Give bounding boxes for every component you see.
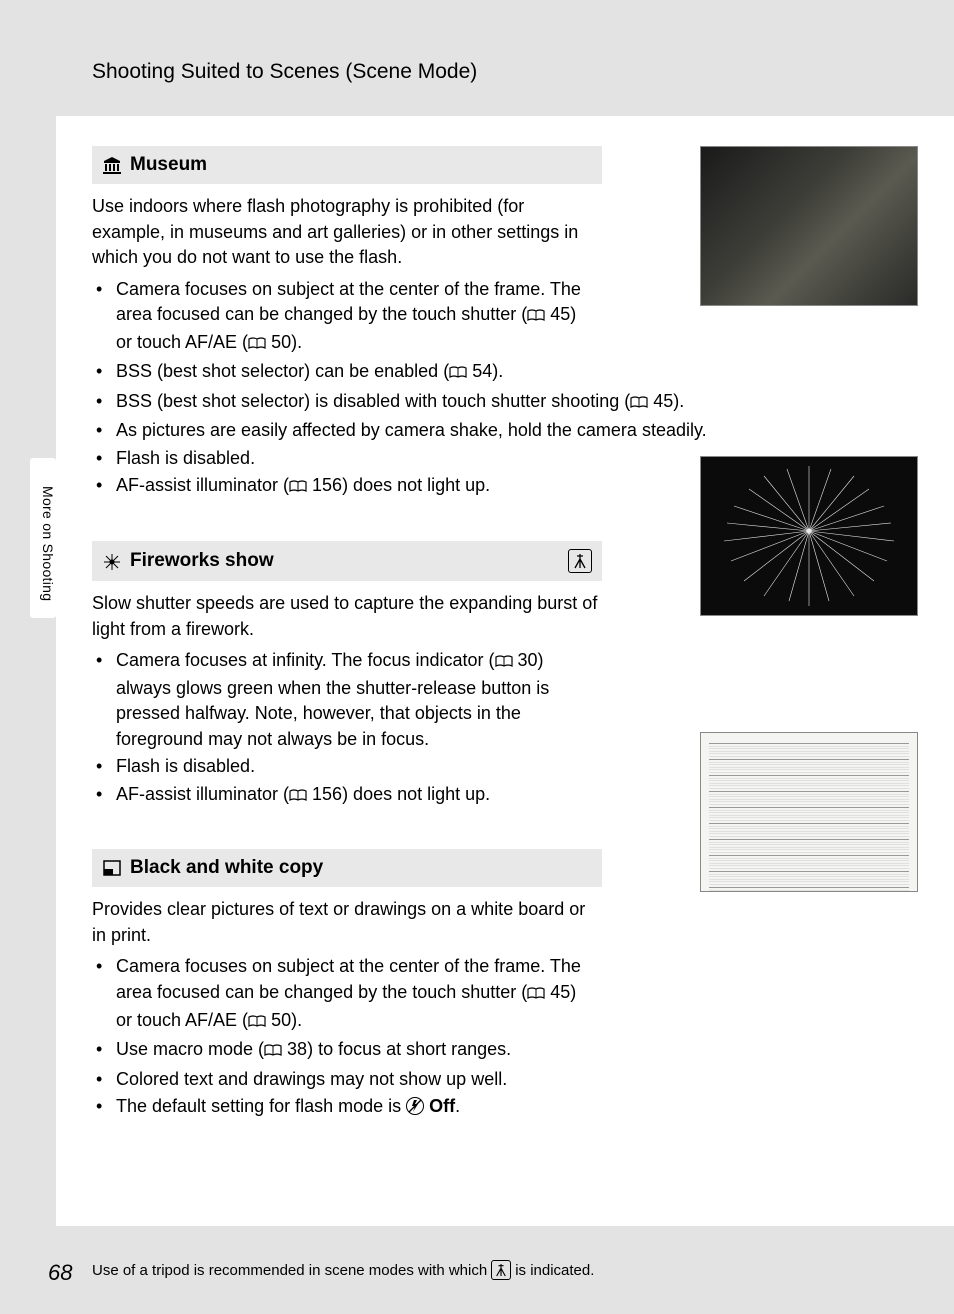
bullet-list: BSS (best shot selector) can be enabled … [92, 359, 844, 501]
bullet-item: BSS (best shot selector) can be enabled … [110, 359, 844, 387]
museum-icon [102, 156, 122, 174]
bullet-item: Colored text and drawings may not show u… [110, 1067, 584, 1093]
book-icon [289, 475, 307, 501]
scene-title: Fireworks show [130, 550, 274, 572]
book-icon [264, 1039, 282, 1065]
scene-header-fireworks: Fireworks show [92, 541, 602, 581]
bullet-item: As pictures are easily affected by camer… [110, 418, 844, 444]
tripod-icon [568, 549, 592, 573]
page-number: 68 [48, 1260, 72, 1286]
bullet-item: AF-assist illuminator ( 156) does not li… [110, 473, 844, 501]
side-tab-more-on-shooting: More on Shooting [30, 458, 56, 618]
fireworks-icon [102, 552, 122, 570]
bullet-list: Camera focuses on subject at the center … [92, 954, 584, 1119]
copy-icon [102, 859, 122, 877]
book-icon [248, 332, 266, 358]
scene-title: Black and white copy [130, 857, 323, 879]
scene-description: Use indoors where flash photography is p… [92, 194, 602, 271]
bullet-list: Camera focuses at infinity. The focus in… [92, 648, 584, 809]
bullet-item: Flash is disabled. [110, 754, 584, 780]
book-icon [527, 304, 545, 330]
book-icon [248, 1010, 266, 1036]
tripod-icon [491, 1260, 511, 1280]
page-title: Shooting Suited to Scenes (Scene Mode) [0, 0, 954, 116]
scene-header-bwcopy: Black and white copy [92, 849, 602, 887]
bullet-item: The default setting for flash mode is Of… [110, 1094, 584, 1120]
book-icon [289, 784, 307, 810]
scene-header-museum: Museum [92, 146, 602, 184]
scene-title: Museum [130, 154, 207, 176]
book-icon [527, 982, 545, 1008]
bullet-item: Camera focuses at infinity. The focus in… [110, 648, 584, 752]
bullet-list: Camera focuses on subject at the center … [92, 277, 584, 358]
bullet-item: Camera focuses on subject at the center … [110, 277, 584, 358]
book-icon [630, 391, 648, 417]
bullet-item: AF-assist illuminator ( 156) does not li… [110, 782, 584, 810]
bullet-item: Flash is disabled. [110, 446, 844, 472]
content-area: Museum Use indoors where flash photograp… [56, 116, 954, 1226]
footnote: Use of a tripod is recommended in scene … [92, 1260, 594, 1280]
bullet-item: Use macro mode ( 38) to focus at short r… [110, 1037, 584, 1065]
bullet-item: BSS (best shot selector) is disabled wit… [110, 389, 844, 417]
book-icon [449, 361, 467, 387]
scene-description: Provides clear pictures of text or drawi… [92, 897, 602, 948]
sample-image-bwcopy [700, 732, 918, 892]
flash-off-icon [406, 1097, 424, 1115]
book-icon [495, 650, 513, 676]
bullet-item: Camera focuses on subject at the center … [110, 954, 584, 1035]
scene-description: Slow shutter speeds are used to capture … [92, 591, 602, 642]
sample-image-museum [700, 146, 918, 306]
